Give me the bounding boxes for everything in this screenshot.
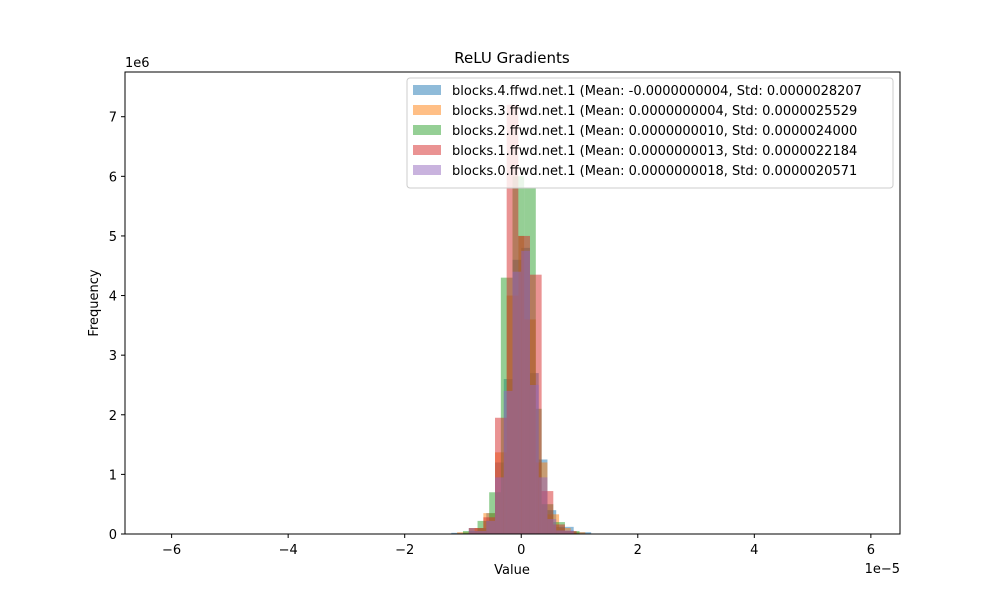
legend-label: blocks.2.ffwd.net.1 (Mean: 0.0000000010,… [452, 124, 857, 139]
x-axis-ticks: −6 −4 −2 0 2 4 6 [162, 534, 875, 558]
x-tick-label: 6 [867, 543, 875, 558]
legend-swatch [413, 105, 441, 115]
histogram-bar [468, 531, 487, 534]
x-tick-label: −6 [162, 543, 181, 558]
y-tick-label: 6 [109, 170, 117, 185]
x-tick-label: −2 [395, 543, 414, 558]
histogram-bar [541, 491, 554, 534]
legend-swatch [413, 85, 441, 95]
legend-box [406, 77, 894, 189]
histogram-bar [495, 417, 507, 534]
y-tick-label: 0 [109, 528, 117, 543]
legend-swatch [413, 145, 441, 155]
histogram-bar [486, 520, 496, 534]
x-tick-label: 0 [517, 543, 525, 558]
y-scale-multiplier: 1e6 [125, 56, 150, 71]
plot-frame [124, 71, 901, 535]
histogram-bar [512, 271, 522, 534]
histogram-bar [553, 524, 565, 534]
legend-label: blocks.4.ffwd.net.1 (Mean: -0.0000000004… [452, 84, 862, 99]
y-axis-ticks: 0 1 2 3 4 5 6 7 [109, 111, 125, 543]
histogram-bar [506, 104, 519, 534]
histogram-bar [521, 250, 530, 534]
y-tick-label: 5 [109, 230, 117, 245]
x-tick-label: 2 [634, 543, 642, 558]
x-axis-label: Value [494, 563, 530, 578]
histogram-bar [547, 519, 557, 534]
y-tick-label: 4 [109, 290, 117, 305]
histogram-bar [556, 530, 574, 534]
histogram-bar [529, 384, 539, 534]
histogram-bar [489, 492, 501, 534]
y-tick-label: 1 [109, 468, 117, 483]
x-tick-label: 4 [750, 543, 758, 558]
legend-label: blocks.1.ffwd.net.1 (Mean: 0.0000000013,… [452, 144, 857, 159]
legend-item: blocks.2.ffwd.net.1 (Mean: 0.0000000010,… [413, 124, 857, 139]
legend-item: blocks.4.ffwd.net.1 (Mean: -0.0000000004… [413, 84, 862, 99]
legend-item: blocks.3.ffwd.net.1 (Mean: 0.0000000004,… [413, 104, 857, 119]
legend-swatch [413, 125, 441, 135]
x-tick-label: −4 [279, 543, 298, 558]
y-tick-label: 7 [109, 111, 117, 126]
series-4-bars [468, 250, 574, 534]
legend-item: blocks.1.ffwd.net.1 (Mean: 0.0000000013,… [413, 144, 857, 159]
legend-swatch [413, 165, 441, 175]
histogram-bar [495, 477, 504, 534]
x-scale-multiplier: 1e−5 [865, 562, 900, 577]
legend: blocks.4.ffwd.net.1 (Mean: -0.0000000004… [406, 77, 894, 189]
y-axis-label: Frequency [87, 269, 102, 336]
histogram-bar [503, 390, 513, 534]
y-tick-label: 3 [109, 349, 117, 364]
y-tick-label: 2 [109, 409, 117, 424]
histogram-bar [538, 477, 548, 534]
legend-label: blocks.0.ffwd.net.1 (Mean: 0.0000000018,… [452, 164, 857, 179]
chart-title: ReLU Gradients [454, 49, 570, 67]
legend-item: blocks.0.ffwd.net.1 (Mean: 0.0000000018,… [413, 164, 857, 179]
legend-label: blocks.3.ffwd.net.1 (Mean: 0.0000000004,… [452, 104, 857, 119]
histogram-bars [451, 104, 592, 535]
